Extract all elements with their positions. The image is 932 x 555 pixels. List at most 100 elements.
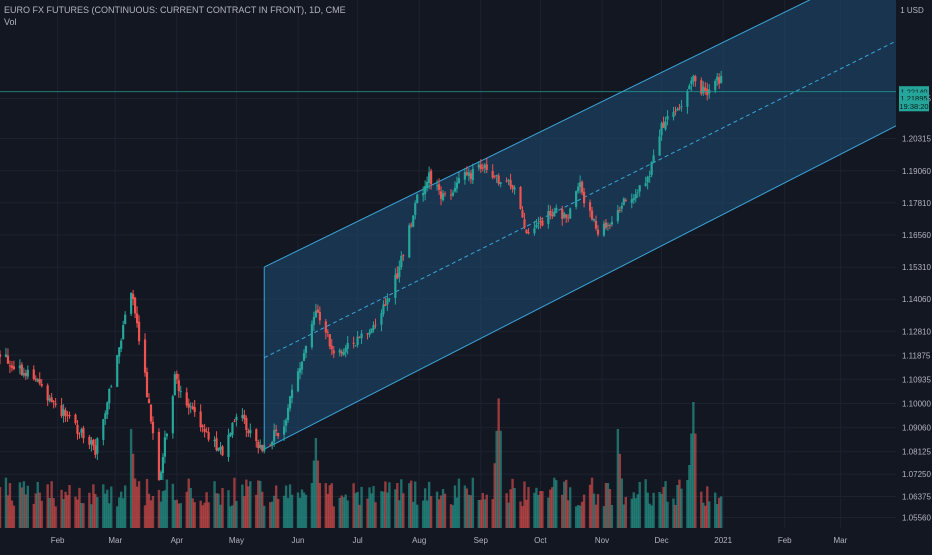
candle-body-211 bbox=[588, 202, 592, 211]
volume-bar-132 bbox=[368, 487, 371, 528]
volume-bar-93 bbox=[259, 480, 262, 528]
volume-bar-181 bbox=[505, 493, 508, 528]
volume-bar-31 bbox=[88, 492, 91, 528]
volume-bar-230 bbox=[638, 481, 641, 528]
candle-body-124 bbox=[344, 347, 347, 353]
candle-body-49 bbox=[135, 313, 139, 324]
channel-upper-line bbox=[264, 0, 811, 268]
y-tick-label-7: 1.11875 bbox=[902, 351, 931, 360]
candle-body-2 bbox=[6, 355, 10, 364]
candle-body-63 bbox=[175, 373, 178, 380]
candle-body-213 bbox=[592, 219, 596, 221]
volume-bar-64 bbox=[177, 503, 181, 528]
candle-body-90 bbox=[249, 429, 252, 434]
candle-body-156 bbox=[435, 185, 439, 187]
candle-body-44 bbox=[122, 325, 125, 339]
volume-bar-242 bbox=[674, 504, 677, 528]
volume-bar-218 bbox=[606, 483, 610, 528]
volume-bar-170 bbox=[471, 477, 475, 528]
candle-body-163 bbox=[453, 187, 457, 192]
candle-body-133 bbox=[370, 328, 373, 334]
volume-bar-234 bbox=[650, 505, 653, 528]
candle-body-178 bbox=[495, 175, 498, 177]
volume-bar-185 bbox=[513, 488, 516, 528]
volume-bar-108 bbox=[300, 489, 304, 528]
candle-body-244 bbox=[678, 107, 681, 109]
volume-bar-65 bbox=[179, 503, 182, 528]
volume-bar-1 bbox=[4, 477, 8, 528]
candle-body-13 bbox=[36, 379, 39, 382]
candle-body-142 bbox=[396, 273, 399, 279]
candle-body-253 bbox=[704, 87, 707, 91]
volume-bar-94 bbox=[261, 491, 264, 528]
volume-bar-175 bbox=[485, 494, 488, 528]
candle-body-239 bbox=[664, 121, 667, 130]
y-tick-label-2: 1.07250 bbox=[902, 470, 931, 479]
candle-body-145 bbox=[402, 255, 405, 257]
volume-bar-3 bbox=[8, 483, 12, 528]
volume-bar-247 bbox=[688, 465, 691, 528]
volume-indicator-label: Vol bbox=[4, 17, 17, 27]
candle-body-162 bbox=[451, 192, 455, 196]
volume-bar-216 bbox=[602, 506, 606, 528]
volume-bar-238 bbox=[662, 486, 665, 528]
volume-bar-69 bbox=[191, 498, 194, 528]
candle-body-241 bbox=[672, 112, 675, 118]
candle-body-149 bbox=[414, 203, 417, 215]
candle-body-17 bbox=[48, 398, 51, 401]
candle-body-167 bbox=[465, 172, 468, 175]
candle-body-99 bbox=[275, 429, 278, 432]
volume-bar-9 bbox=[24, 494, 28, 528]
candle-body-48 bbox=[133, 297, 137, 314]
candle-body-116 bbox=[324, 321, 327, 333]
volume-bar-169 bbox=[469, 495, 473, 528]
candle-body-77 bbox=[215, 438, 218, 451]
volume-bar-81 bbox=[227, 490, 230, 528]
candle-body-217 bbox=[604, 222, 608, 228]
volume-bar-256 bbox=[714, 492, 717, 528]
candle-body-67 bbox=[187, 403, 190, 408]
x-tick-label-12: Feb bbox=[778, 536, 792, 545]
price-axis: 1 USD 1.05560 1.06375 1.07250 1.08125 1.09060… bbox=[896, 0, 932, 550]
candle-body-131 bbox=[366, 333, 369, 335]
currency-label: 1 USD bbox=[900, 6, 924, 15]
candle-body-246 bbox=[686, 91, 689, 107]
candle-body-206 bbox=[575, 191, 578, 207]
candle-body-109 bbox=[302, 353, 306, 361]
volume-bar-243 bbox=[676, 484, 679, 528]
volume-bar-172 bbox=[479, 499, 482, 528]
volume-bar-115 bbox=[318, 483, 322, 528]
price-axis-bg bbox=[896, 0, 932, 550]
candle-body-113 bbox=[314, 310, 317, 318]
candle-body-219 bbox=[608, 224, 612, 226]
volume-bar-40 bbox=[110, 486, 113, 528]
volume-bar-27 bbox=[76, 499, 79, 528]
candle-body-191 bbox=[533, 228, 536, 234]
volume-bar-215 bbox=[596, 494, 600, 528]
candle-body-225 bbox=[624, 200, 627, 202]
y-tick-label-1: 1.06375 bbox=[902, 493, 931, 502]
volume-bar-90 bbox=[249, 481, 252, 528]
volume-bar-196 bbox=[547, 497, 550, 528]
volume-bar-251 bbox=[700, 491, 703, 528]
volume-bar-10 bbox=[26, 485, 30, 528]
volume-bar-16 bbox=[46, 484, 49, 528]
volume-bar-250 bbox=[694, 433, 697, 528]
candle-body-157 bbox=[437, 184, 441, 190]
candle-body-250 bbox=[694, 76, 697, 82]
candle-body-168 bbox=[467, 172, 470, 176]
volume-bar-177 bbox=[493, 463, 496, 528]
candle-body-214 bbox=[594, 220, 598, 229]
volume-bar-66 bbox=[185, 491, 188, 528]
candle-body-121 bbox=[338, 350, 341, 353]
candle-body-101 bbox=[282, 426, 286, 435]
candle-body-31 bbox=[88, 436, 91, 445]
candle-body-232 bbox=[646, 176, 649, 183]
candle-body-190 bbox=[527, 232, 530, 234]
candle-body-62 bbox=[173, 374, 176, 396]
volume-bar-54 bbox=[149, 500, 153, 528]
x-tick-label-9: Nov bbox=[595, 536, 609, 545]
volume-bar-179 bbox=[497, 398, 500, 528]
